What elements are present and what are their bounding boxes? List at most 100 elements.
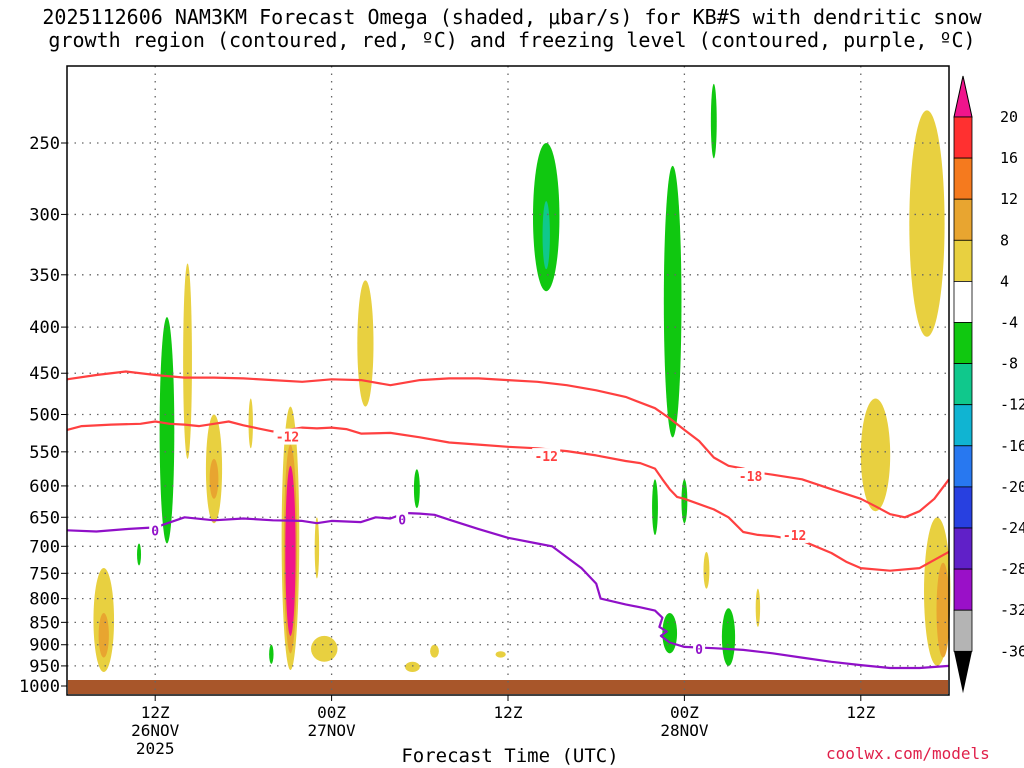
x-tick-label: 28NOV — [660, 721, 709, 740]
omega-blob — [357, 280, 374, 407]
y-tick-label: 700 — [29, 537, 60, 557]
y-tick-label: 600 — [29, 477, 60, 497]
x-tick-label: 12Z — [494, 703, 523, 722]
omega-blob — [652, 479, 658, 535]
contour-label-bg — [273, 428, 302, 445]
omega-blob — [311, 635, 338, 662]
omega-blob — [159, 317, 175, 544]
contour-label-bg — [396, 511, 409, 528]
colorbar-swatch — [953, 280, 973, 323]
contour-label: -12 — [276, 431, 299, 446]
contour-label: -12 — [534, 450, 557, 465]
omega-blob — [542, 201, 550, 270]
omega-blob — [663, 165, 682, 438]
omega-blob — [209, 458, 219, 499]
x-tick-label: 12Z — [846, 703, 875, 722]
contour-label-bg — [149, 522, 162, 539]
y-tick-label: 400 — [29, 318, 60, 338]
y-tick-label: 450 — [29, 364, 60, 384]
omega-blob — [248, 398, 253, 449]
colorbar-label: 4 — [1000, 272, 1009, 290]
contour-label: -18 — [739, 470, 763, 485]
contour-layer: -18 -12 -12 -12 0 0 0 — [66, 370, 950, 670]
colorbar-label: -4 — [1000, 314, 1018, 332]
colorbar-swatch — [953, 527, 973, 570]
colorbar-swatch — [953, 363, 973, 406]
y-tick-label: 650 — [29, 508, 60, 528]
grid-layer — [67, 66, 949, 695]
contour-label: 0 — [398, 514, 406, 529]
ground-bar — [68, 680, 948, 694]
contour-label-bg — [532, 448, 561, 465]
credit-link[interactable]: coolwx.com/models — [826, 744, 990, 763]
colorbar-swatch — [953, 609, 973, 652]
ground-layer — [68, 680, 948, 694]
colorbar-label: 20 — [1000, 108, 1018, 126]
omega-blob — [710, 83, 717, 159]
title-line-1: 2025112606 NAM3KM Forecast Omega (shaded… — [42, 5, 982, 29]
colorbar-swatch — [953, 157, 973, 200]
x-tick-label: 27NOV — [308, 721, 357, 740]
omega-blob — [909, 110, 945, 337]
omega-blob — [495, 651, 506, 658]
contour-label: 0 — [695, 643, 703, 658]
colorbar-label: -36 — [1000, 642, 1024, 660]
y-tick-label: 900 — [29, 636, 60, 656]
colorbar-swatch — [953, 486, 973, 529]
chart-title: 2025112606 NAM3KM Forecast Omega (shaded… — [0, 6, 1024, 52]
colorbar-swatch — [953, 568, 973, 611]
colorbar-label: -24 — [1000, 519, 1024, 537]
colorbar-bottom-arrow — [954, 651, 972, 694]
colorbar-label: 8 — [1000, 231, 1009, 249]
x-tick-label: 00Z — [317, 703, 346, 722]
y-tick-label: 250 — [29, 134, 60, 154]
y-axis: 250 300 350 400 450 500 550 600 650 700 750 800 850 9… — [19, 134, 67, 697]
omega-blob — [285, 465, 296, 636]
colorbar-swatch — [953, 404, 973, 447]
colorbar-swatch — [953, 116, 973, 159]
colorbar-label: -20 — [1000, 478, 1024, 496]
title-line-2: growth region (contoured, red, ºC) and f… — [48, 28, 976, 52]
colorbar-label: -28 — [1000, 560, 1024, 578]
contour-label-bg — [693, 641, 706, 658]
colorbar-swatch — [953, 322, 973, 364]
omega-blob — [98, 613, 109, 658]
y-tick-label: 350 — [29, 266, 60, 286]
colorbar: 20 16 12 8 4 -4 -8 -12 -16 -20 -24 -28 -32 -36 — [953, 75, 1024, 694]
contour-label-bg — [736, 467, 765, 484]
colorbar-swatch — [953, 198, 973, 241]
x-tick-label: 12Z — [141, 703, 170, 722]
colorbar-label: -16 — [1000, 437, 1024, 455]
omega-blob — [860, 398, 891, 512]
y-tick-label: 800 — [29, 590, 60, 610]
contour-line — [66, 370, 950, 519]
colorbar-swatch — [953, 239, 973, 282]
x-tick-label: 00Z — [670, 703, 699, 722]
omega-blob — [413, 469, 420, 509]
x-tick-label: 26NOV — [131, 721, 180, 740]
colorbar-swatch — [953, 445, 973, 488]
y-tick-label: 500 — [29, 406, 60, 426]
colorbar-label: -8 — [1000, 355, 1018, 373]
contour-line — [66, 511, 950, 670]
omega-blob — [430, 644, 439, 658]
colorbar-label: 16 — [1000, 149, 1018, 167]
y-tick-label: 850 — [29, 613, 60, 633]
x-axis-label: Forecast Time (UTC) — [401, 745, 619, 767]
colorbar-top-arrow — [953, 75, 973, 118]
contour-line — [66, 420, 950, 572]
x-tick-label: 2025 — [136, 739, 175, 758]
colorbar-label: 12 — [1000, 190, 1018, 208]
y-tick-label: 950 — [29, 657, 60, 677]
omega-blob — [703, 551, 710, 589]
contour-label: -12 — [783, 529, 806, 544]
omega-blob — [269, 644, 274, 664]
y-tick-label: 550 — [29, 443, 60, 463]
colorbar-label: -32 — [1000, 601, 1024, 619]
contour-label: 0 — [151, 524, 159, 539]
omega-blob — [183, 263, 192, 459]
omega-blob — [137, 543, 142, 566]
omega-blob — [721, 608, 736, 666]
